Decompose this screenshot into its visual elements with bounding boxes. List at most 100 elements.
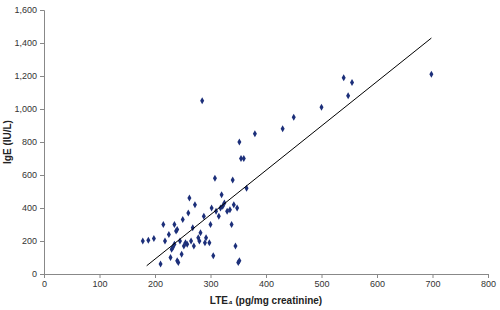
tick-label: 1,000 [14, 104, 37, 114]
tick-label: 600 [370, 279, 385, 289]
tick-label: 400 [22, 203, 37, 213]
tick-label: 0 [32, 269, 37, 279]
point [237, 139, 241, 146]
tick-label: 500 [314, 279, 329, 289]
point [210, 205, 214, 212]
tick-label: 800 [22, 137, 37, 147]
point [186, 209, 190, 216]
point [211, 252, 215, 259]
point [181, 216, 185, 223]
tick-mark [40, 175, 44, 176]
point [197, 238, 201, 245]
tick-label: 600 [22, 170, 37, 180]
tick: 200 [22, 236, 44, 246]
tick: 800 [22, 137, 44, 147]
point [235, 205, 239, 212]
point [253, 130, 257, 137]
point [192, 242, 196, 249]
tick: 600 [370, 274, 385, 289]
point [342, 74, 346, 81]
point [189, 238, 193, 245]
tick: 300 [203, 274, 218, 289]
tick-mark [211, 274, 212, 278]
plot-area [141, 38, 434, 268]
point [217, 213, 221, 220]
trend-line [147, 38, 432, 266]
point [220, 191, 224, 198]
point [230, 221, 234, 228]
point [161, 221, 165, 228]
point [193, 201, 197, 208]
tick: 0 [32, 269, 44, 279]
point [208, 221, 212, 228]
point [152, 235, 156, 242]
point [207, 239, 211, 246]
tick-mark [322, 274, 323, 278]
tick: 0 [42, 274, 47, 289]
tick-mark [40, 142, 44, 143]
point [350, 79, 354, 86]
axis-line [40, 11, 45, 275]
tick-mark [40, 241, 44, 242]
point [180, 251, 184, 258]
tick-mark [100, 274, 101, 278]
point [169, 254, 173, 261]
tick-mark [266, 274, 267, 278]
point [163, 238, 167, 245]
tick-label: 300 [203, 279, 218, 289]
tick-label: 200 [22, 236, 37, 246]
tick: 100 [92, 274, 107, 289]
tick: 400 [259, 274, 274, 289]
tick-label: 400 [259, 279, 274, 289]
point [319, 104, 323, 111]
chart: 0 100 200 300 400 500 600 700 800 0 200 400 600 800 1,… [0, 0, 500, 310]
tick-mark [40, 10, 44, 11]
point [141, 238, 145, 245]
point [231, 176, 235, 183]
tick-label: 1,600 [14, 5, 37, 15]
tick-mark [40, 109, 44, 110]
tick-label: 700 [425, 279, 440, 289]
point [167, 231, 171, 238]
tick: 500 [314, 274, 329, 289]
tick-mark [155, 274, 156, 278]
y-axis-title: IgE (IU/L) [2, 120, 13, 164]
tick: 1,600 [14, 5, 44, 15]
point [281, 125, 285, 132]
tick: 700 [425, 274, 440, 289]
point [346, 92, 350, 99]
point [172, 221, 176, 228]
tick-mark [40, 274, 44, 275]
point [237, 257, 241, 264]
point [200, 97, 204, 104]
point [199, 229, 203, 236]
point [429, 71, 433, 78]
tick-mark [40, 76, 44, 77]
point [292, 114, 296, 121]
tick: 1,000 [14, 104, 44, 114]
tick: 200 [148, 274, 163, 289]
tick-mark [433, 274, 434, 278]
tick: 1,400 [14, 38, 44, 48]
point [232, 201, 236, 208]
tick-mark [40, 208, 44, 209]
point [233, 242, 237, 249]
point [175, 226, 179, 233]
x-axis: 0 100 200 300 400 500 600 700 800 [42, 274, 496, 289]
tick: 400 [22, 203, 44, 213]
tick-mark [377, 274, 378, 278]
tick: 1,200 [14, 71, 44, 81]
tick: 600 [22, 170, 44, 180]
point [242, 155, 246, 162]
tick: 800 [481, 274, 496, 289]
tick-label: 200 [148, 279, 163, 289]
point [213, 175, 217, 182]
x-axis-title: LTE₄ (pg/mg creatinine) [210, 295, 322, 306]
tick-mark [488, 274, 489, 278]
tick-label: 1,200 [14, 71, 37, 81]
tick-label: 0 [42, 279, 47, 289]
point [176, 259, 180, 266]
point [146, 237, 150, 244]
point [187, 195, 191, 202]
point [228, 206, 232, 213]
